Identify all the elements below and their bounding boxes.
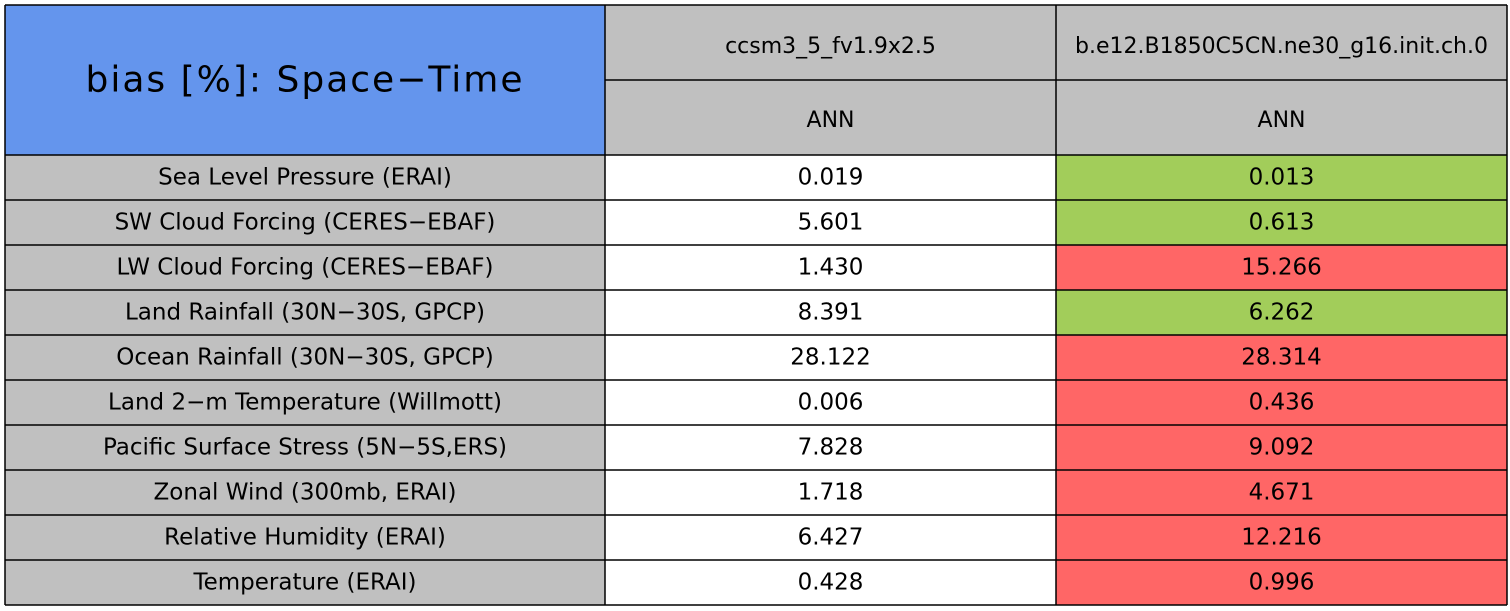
table-title: bias [%]: Space−Time	[86, 60, 525, 101]
value-cell	[605, 290, 1056, 335]
row-label-cell	[5, 425, 605, 470]
value: 5.601	[798, 210, 864, 236]
value: 1.718	[798, 480, 864, 506]
row-label-cell	[5, 470, 605, 515]
value-cell	[605, 470, 1056, 515]
row-label: LW Cloud Forcing (CERES−EBAF)	[117, 255, 494, 281]
value: 8.391	[798, 300, 864, 326]
row-label: Land Rainfall (30N−30S, GPCP)	[125, 300, 485, 326]
value-cell	[605, 335, 1056, 380]
value-cell	[605, 155, 1056, 200]
value-cell	[1056, 425, 1507, 470]
row-label: Zonal Wind (300mb, ERAI)	[154, 480, 457, 506]
value: 6.262	[1249, 300, 1315, 326]
value: 7.828	[798, 435, 864, 461]
value: 9.092	[1249, 435, 1315, 461]
row-label: Temperature (ERAI)	[192, 570, 416, 596]
row-label-cell	[5, 515, 605, 560]
column-header: b.e12.B1850C5CN.ne30_g16.init.ch.0	[1075, 34, 1488, 59]
value-cell	[1056, 155, 1507, 200]
value-cell	[1056, 380, 1507, 425]
value-cell	[605, 380, 1056, 425]
row-label-cell	[5, 560, 605, 605]
value: 28.314	[1241, 345, 1321, 371]
row-label: Sea Level Pressure (ERAI)	[158, 165, 452, 191]
value-cell	[605, 200, 1056, 245]
row-label: SW Cloud Forcing (CERES−EBAF)	[115, 210, 496, 236]
value: 4.671	[1249, 480, 1315, 506]
value-cell	[1056, 200, 1507, 245]
column-subheader: ANN	[1258, 108, 1306, 133]
row-label: Relative Humidity (ERAI)	[164, 525, 446, 551]
value-cell	[1056, 245, 1507, 290]
value-cell	[605, 560, 1056, 605]
value: 0.013	[1249, 165, 1315, 191]
value: 15.266	[1241, 255, 1321, 281]
row-label-cell	[5, 155, 605, 200]
value: 0.996	[1249, 570, 1315, 596]
row-label: Ocean Rainfall (30N−30S, GPCP)	[116, 345, 494, 371]
value-cell	[605, 245, 1056, 290]
row-label-cell	[5, 335, 605, 380]
value-cell	[1056, 515, 1507, 560]
value-cell	[605, 425, 1056, 470]
row-label: Land 2−m Temperature (Willmott)	[108, 390, 502, 416]
value-cell	[1056, 470, 1507, 515]
value-cell	[1056, 335, 1507, 380]
row-label-cell	[5, 290, 605, 335]
column-subheader: ANN	[807, 108, 855, 133]
value: 1.430	[798, 255, 864, 281]
value-cell	[1056, 560, 1507, 605]
value-cell	[605, 515, 1056, 560]
value-cell	[1056, 290, 1507, 335]
value: 6.427	[798, 525, 864, 551]
row-label-cell	[5, 245, 605, 290]
column-header: ccsm3_5_fv1.9x2.5	[725, 34, 936, 59]
value: 0.428	[798, 570, 864, 596]
value: 0.613	[1249, 210, 1315, 236]
row-label-cell	[5, 380, 605, 425]
value: 0.019	[798, 165, 864, 191]
value: 0.006	[798, 390, 864, 416]
row-label: Pacific Surface Stress (5N−5S,ERS)	[103, 435, 507, 461]
value: 28.122	[790, 345, 870, 371]
title-cell	[5, 5, 605, 155]
value: 0.436	[1249, 390, 1315, 416]
row-label-cell	[5, 200, 605, 245]
value: 12.216	[1241, 525, 1321, 551]
